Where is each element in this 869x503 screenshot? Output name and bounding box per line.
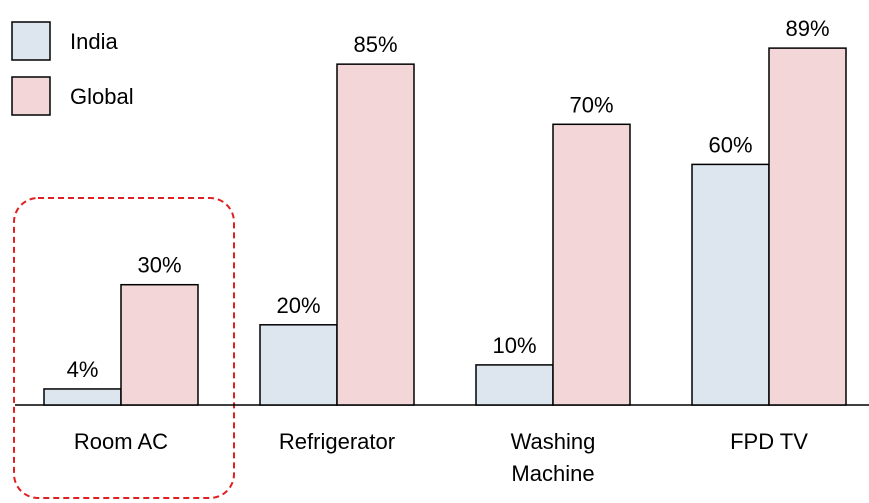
highlight-box xyxy=(13,197,235,499)
x-tick-label: Room AC xyxy=(73,429,169,454)
legend-swatch xyxy=(11,21,51,61)
bar xyxy=(768,47,847,406)
legend-label: Global xyxy=(70,84,134,109)
legend-swatch xyxy=(11,76,51,116)
bar xyxy=(43,388,122,406)
data-label: 30% xyxy=(137,253,181,278)
data-label: 20% xyxy=(276,293,320,318)
bar xyxy=(691,163,770,406)
legend-label: India xyxy=(70,29,118,54)
bar xyxy=(336,63,415,406)
x-tick-label: Refrigerator xyxy=(278,429,396,454)
x-tick-label: Washing Machine xyxy=(510,429,596,486)
data-label: 70% xyxy=(569,92,613,117)
data-label: 10% xyxy=(492,333,536,358)
data-label: 89% xyxy=(785,16,829,41)
bar xyxy=(552,123,631,406)
data-label: 4% xyxy=(67,357,99,382)
bar xyxy=(259,324,338,406)
bar xyxy=(120,283,199,406)
data-label: 85% xyxy=(353,32,397,57)
bar xyxy=(475,364,554,406)
x-tick-label: FPD TV xyxy=(730,429,808,454)
data-label: 60% xyxy=(708,132,752,157)
